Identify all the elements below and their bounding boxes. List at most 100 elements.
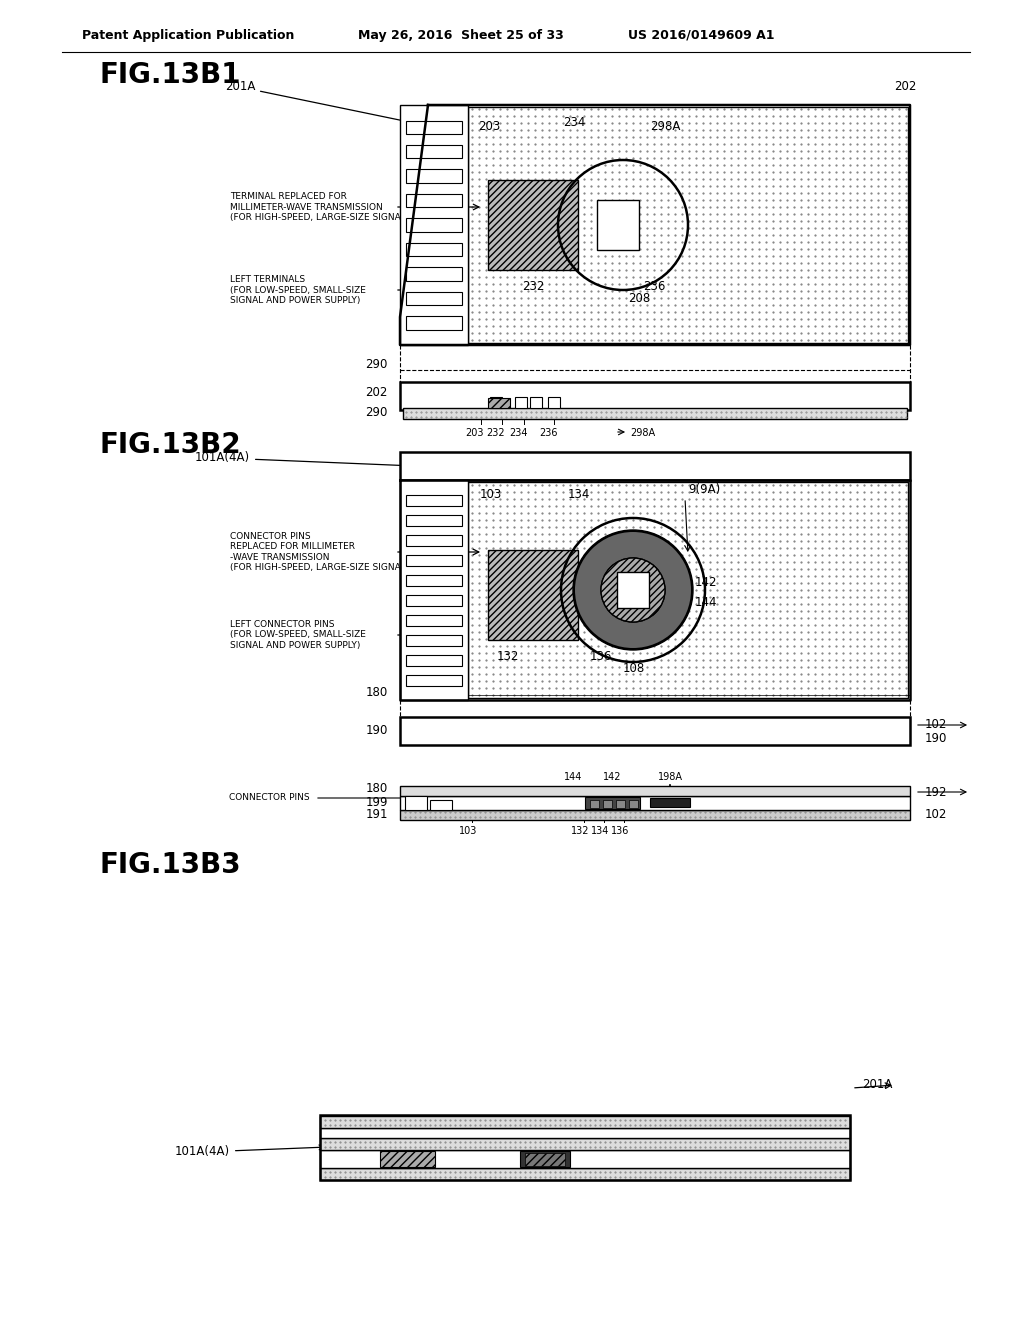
Bar bbox=[406, 515, 462, 525]
Bar bbox=[488, 550, 578, 640]
Text: 190: 190 bbox=[366, 725, 388, 738]
Bar bbox=[488, 180, 578, 271]
Bar bbox=[406, 594, 462, 606]
Bar bbox=[319, 1168, 850, 1180]
Text: 9(9A): 9(9A) bbox=[688, 483, 720, 496]
Bar bbox=[380, 1151, 435, 1167]
Bar bbox=[406, 535, 462, 545]
Text: 142: 142 bbox=[603, 772, 622, 781]
Bar bbox=[617, 572, 649, 609]
Text: 142: 142 bbox=[695, 576, 718, 589]
Text: 202: 202 bbox=[366, 385, 388, 399]
Bar bbox=[406, 315, 462, 330]
Bar bbox=[597, 201, 639, 249]
Bar bbox=[406, 655, 462, 665]
Text: May 26, 2016  Sheet 25 of 33: May 26, 2016 Sheet 25 of 33 bbox=[358, 29, 564, 41]
Text: 234: 234 bbox=[563, 116, 586, 129]
Bar bbox=[400, 785, 910, 796]
Bar bbox=[590, 800, 599, 808]
Text: 290: 290 bbox=[366, 359, 388, 371]
Text: 103: 103 bbox=[459, 826, 477, 836]
Bar bbox=[515, 397, 527, 408]
Bar bbox=[406, 635, 462, 645]
Bar bbox=[406, 120, 462, 133]
Text: FIG.13B1: FIG.13B1 bbox=[100, 61, 242, 88]
Bar bbox=[650, 799, 690, 807]
Text: FIG.13B3: FIG.13B3 bbox=[100, 851, 242, 879]
Bar bbox=[319, 1115, 850, 1129]
Text: 103: 103 bbox=[480, 488, 502, 502]
Bar bbox=[406, 495, 462, 506]
Bar bbox=[400, 810, 910, 820]
Text: 298A: 298A bbox=[630, 428, 655, 438]
Text: 132: 132 bbox=[570, 826, 589, 836]
Bar bbox=[468, 107, 908, 343]
Bar bbox=[400, 480, 468, 700]
Bar bbox=[406, 218, 462, 232]
Bar bbox=[406, 574, 462, 586]
Bar bbox=[548, 397, 560, 408]
Bar bbox=[400, 381, 910, 411]
Text: 203: 203 bbox=[466, 428, 484, 438]
Bar bbox=[585, 797, 640, 809]
Bar bbox=[319, 1138, 850, 1150]
Bar bbox=[406, 554, 462, 565]
Bar bbox=[488, 399, 510, 408]
Text: 190: 190 bbox=[925, 733, 947, 746]
Circle shape bbox=[573, 531, 693, 649]
Circle shape bbox=[601, 558, 665, 622]
Text: 101A(4A): 101A(4A) bbox=[195, 451, 411, 469]
Bar bbox=[530, 397, 542, 408]
Text: 134: 134 bbox=[568, 488, 591, 502]
Text: 134: 134 bbox=[591, 826, 609, 836]
Text: US 2016/0149609 A1: US 2016/0149609 A1 bbox=[628, 29, 774, 41]
Text: 198A: 198A bbox=[640, 459, 671, 473]
Text: 180: 180 bbox=[366, 781, 388, 795]
Bar bbox=[406, 267, 462, 281]
Bar bbox=[616, 800, 625, 808]
Bar bbox=[403, 408, 907, 418]
Bar bbox=[406, 615, 462, 626]
Text: 108: 108 bbox=[623, 663, 645, 675]
Bar bbox=[406, 675, 462, 685]
Bar bbox=[629, 800, 638, 808]
Text: 136: 136 bbox=[590, 649, 612, 663]
Text: 144: 144 bbox=[695, 595, 718, 609]
Bar bbox=[603, 800, 612, 808]
Bar bbox=[400, 451, 910, 480]
Text: 290: 290 bbox=[366, 405, 388, 418]
Text: 199: 199 bbox=[366, 796, 388, 808]
Text: 198A: 198A bbox=[657, 772, 683, 781]
Text: 102: 102 bbox=[925, 718, 947, 731]
Text: Patent Application Publication: Patent Application Publication bbox=[82, 29, 294, 41]
Bar bbox=[400, 717, 910, 744]
Bar bbox=[406, 145, 462, 158]
Text: TERMINAL REPLACED FOR
MILLIMETER-WAVE TRANSMISSION
(FOR HIGH-SPEED, LARGE-SIZE S: TERMINAL REPLACED FOR MILLIMETER-WAVE TR… bbox=[230, 193, 410, 222]
Text: 203: 203 bbox=[478, 120, 501, 133]
Text: 201A: 201A bbox=[862, 1078, 892, 1092]
Bar bbox=[406, 292, 462, 305]
Bar bbox=[400, 106, 468, 345]
Circle shape bbox=[575, 532, 691, 648]
Text: CONNECTOR PINS: CONNECTOR PINS bbox=[229, 793, 310, 803]
Text: FIG.13B2: FIG.13B2 bbox=[100, 432, 242, 459]
Bar bbox=[468, 482, 908, 698]
Bar bbox=[406, 243, 462, 256]
Bar bbox=[400, 796, 910, 810]
Bar bbox=[319, 1115, 850, 1180]
Circle shape bbox=[601, 558, 665, 622]
Text: 202: 202 bbox=[894, 81, 916, 92]
Text: 298A: 298A bbox=[650, 120, 680, 133]
Bar bbox=[406, 194, 462, 207]
Bar bbox=[319, 1150, 850, 1168]
Bar bbox=[430, 800, 452, 810]
Text: 144: 144 bbox=[564, 772, 583, 781]
Text: LEFT CONNECTOR PINS
(FOR LOW-SPEED, SMALL-SIZE
SIGNAL AND POWER SUPPLY): LEFT CONNECTOR PINS (FOR LOW-SPEED, SMAL… bbox=[230, 620, 366, 649]
Bar bbox=[525, 1152, 565, 1166]
Text: 234: 234 bbox=[509, 428, 527, 438]
Text: 236: 236 bbox=[643, 280, 666, 293]
Text: 232: 232 bbox=[522, 280, 544, 293]
Text: 102: 102 bbox=[925, 808, 947, 821]
Text: 232: 232 bbox=[486, 428, 505, 438]
Bar bbox=[406, 796, 427, 810]
